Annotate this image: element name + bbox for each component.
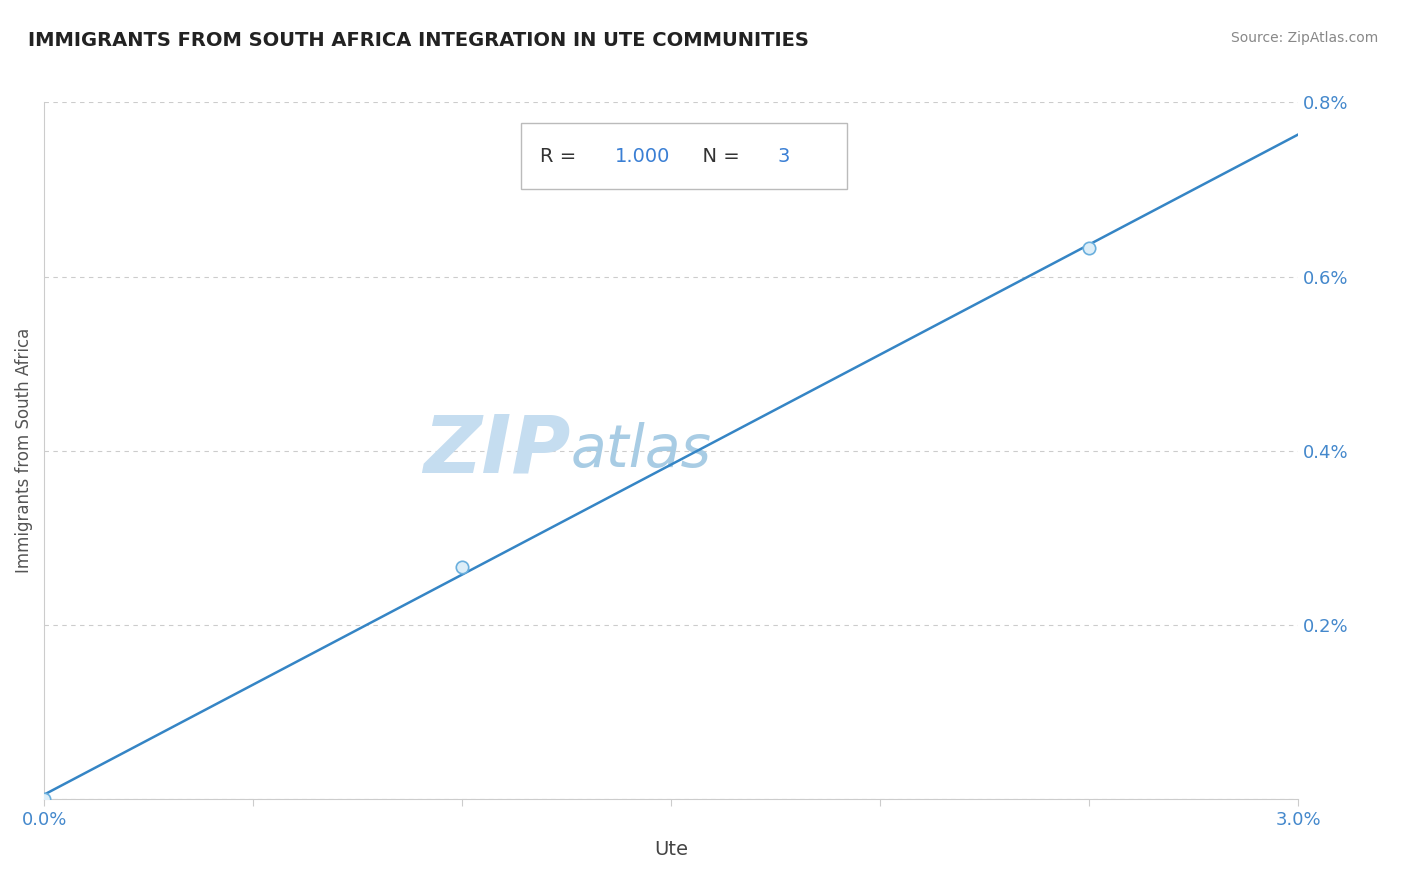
Y-axis label: Immigrants from South Africa: Immigrants from South Africa xyxy=(15,328,32,574)
Text: ZIP: ZIP xyxy=(423,412,571,490)
FancyBboxPatch shape xyxy=(520,123,846,189)
Text: atlas: atlas xyxy=(571,422,711,479)
Text: Source: ZipAtlas.com: Source: ZipAtlas.com xyxy=(1230,31,1378,45)
Point xyxy=(451,560,474,574)
Text: 3: 3 xyxy=(778,147,790,166)
Point xyxy=(32,792,55,806)
Text: N =: N = xyxy=(690,147,747,166)
Text: R =: R = xyxy=(540,147,582,166)
Text: IMMIGRANTS FROM SOUTH AFRICA INTEGRATION IN UTE COMMUNITIES: IMMIGRANTS FROM SOUTH AFRICA INTEGRATION… xyxy=(28,31,808,50)
X-axis label: Ute: Ute xyxy=(654,840,688,859)
Point xyxy=(1078,240,1101,254)
Text: 1.000: 1.000 xyxy=(614,147,671,166)
